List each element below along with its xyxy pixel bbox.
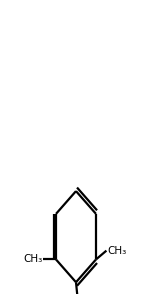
Text: CH₃: CH₃ [23, 254, 43, 265]
Text: CH₃: CH₃ [107, 245, 126, 256]
